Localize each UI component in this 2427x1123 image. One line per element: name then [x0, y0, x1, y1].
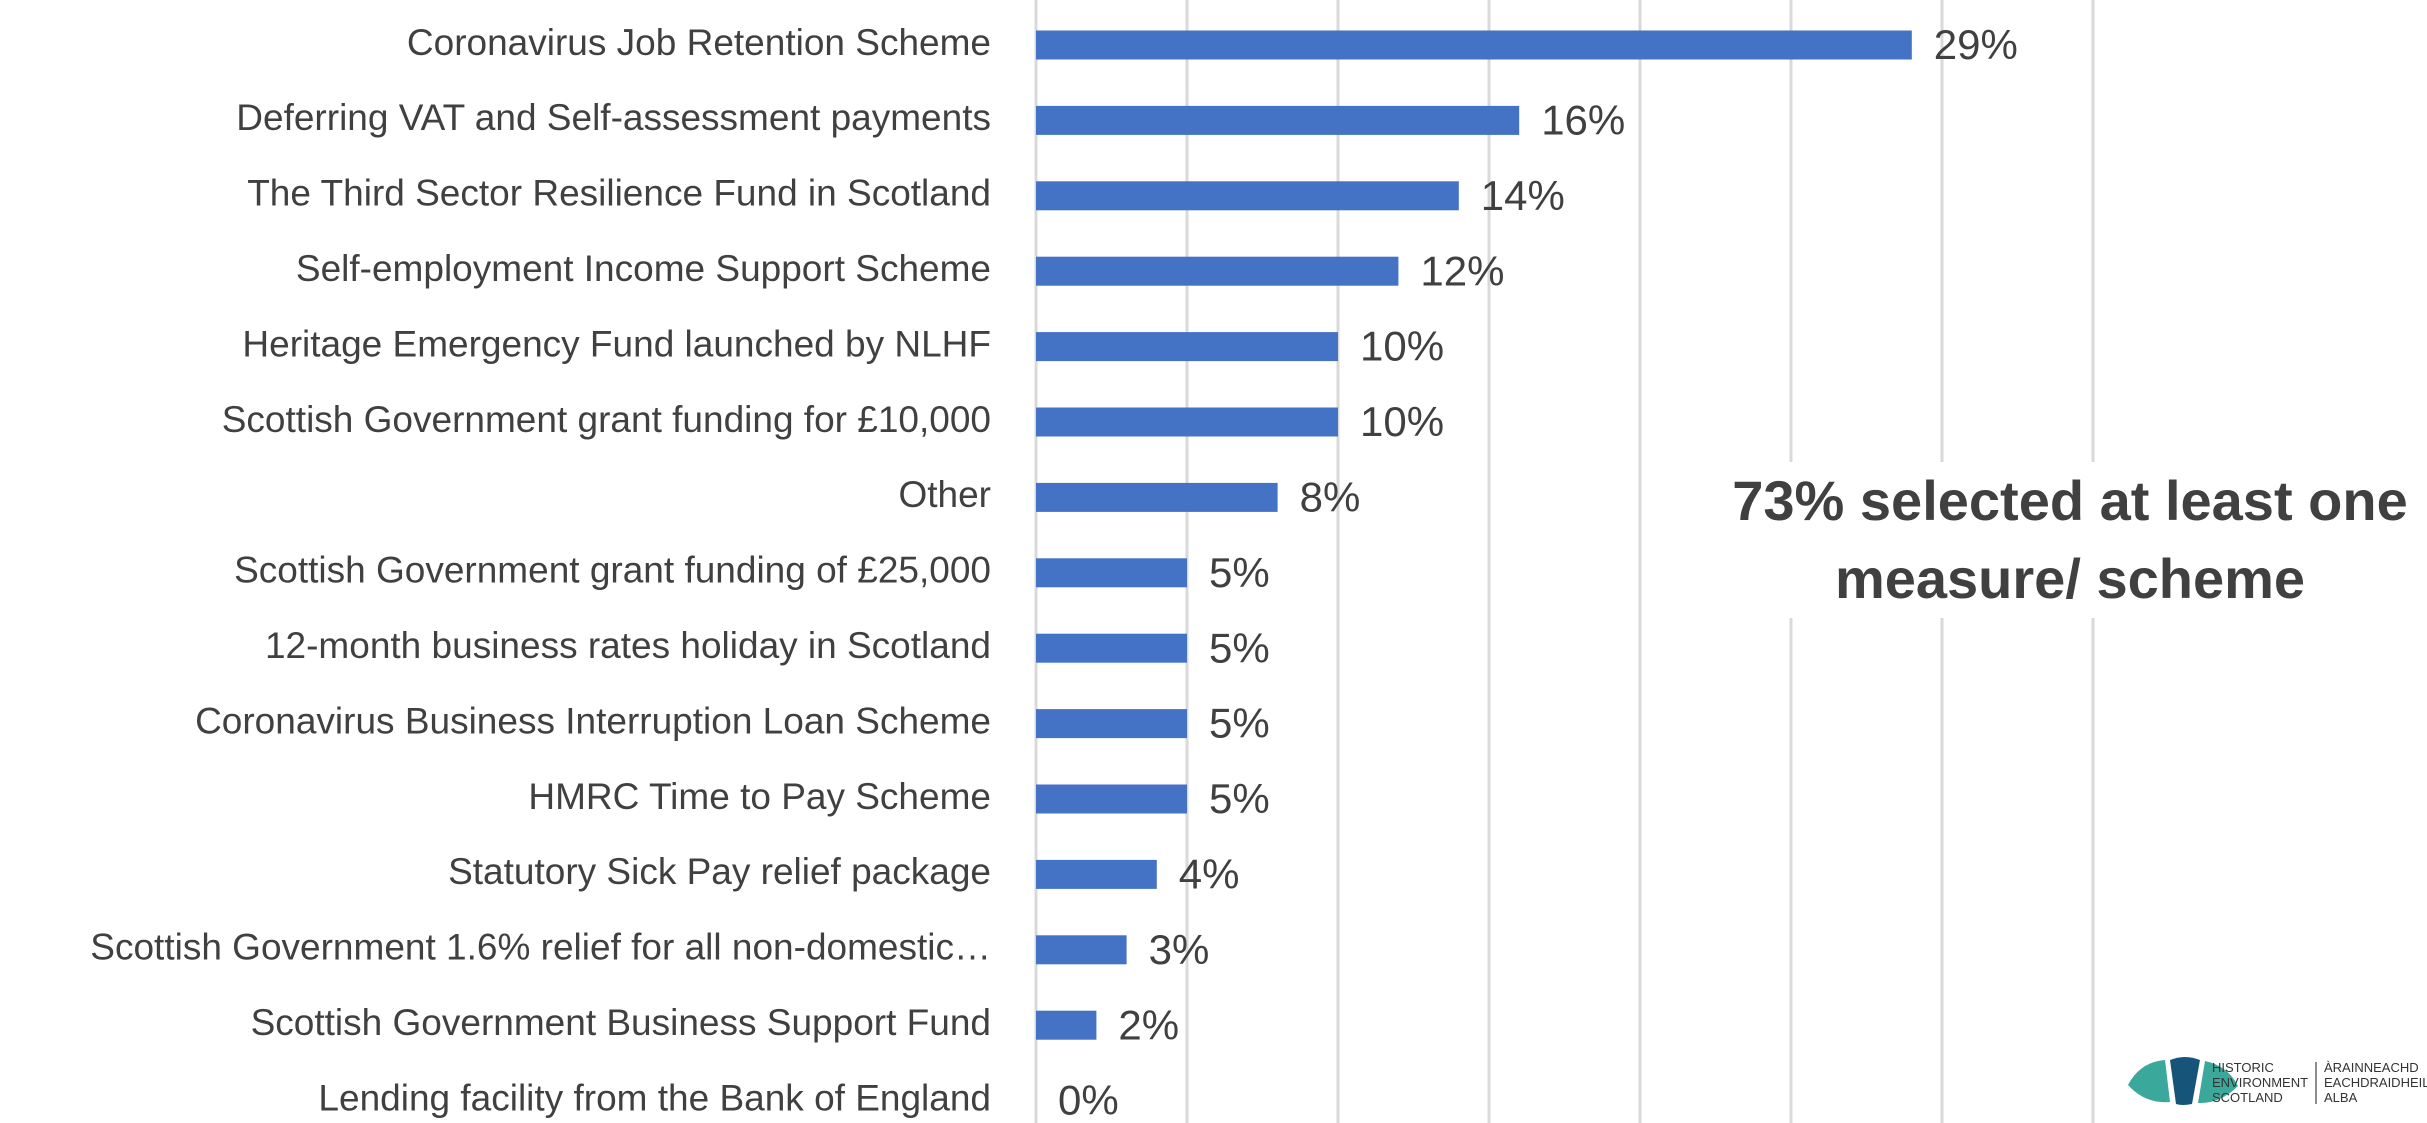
- data-label: 12%: [1420, 247, 1504, 294]
- bar: [1036, 935, 1127, 965]
- y-tick-label: Heritage Emergency Fund launched by NLHF: [242, 323, 991, 364]
- logo-line: EACHDRAIDHEIL: [2324, 1075, 2427, 1090]
- bar: [1036, 256, 1399, 286]
- logo-line: ÀRAINNEACHD: [2324, 1060, 2419, 1075]
- logo: HISTORIC ENVIRONMENT SCOTLAND ÀRAINNEACHD EA…: [2128, 1057, 2427, 1105]
- bar: [1036, 105, 1520, 135]
- logo-text: HISTORIC ENVIRONMENT SCOTLAND: [2212, 1060, 2308, 1105]
- logo-shape: [2198, 1061, 2238, 1104]
- y-tick-label: The Third Sector Resilience Fund in Scot…: [247, 173, 991, 214]
- bar: [1036, 30, 1912, 60]
- y-tick-label: Statutory Sick Pay relief package: [448, 851, 991, 892]
- bar: [1036, 633, 1187, 663]
- y-tick-label: HMRC Time to Pay Scheme: [528, 776, 991, 817]
- data-label: 5%: [1209, 624, 1270, 671]
- data-label: 2%: [1118, 1001, 1179, 1048]
- data-label: 0%: [1058, 1077, 1119, 1123]
- data-label: 8%: [1300, 473, 1361, 520]
- y-tick-label: Self-employment Income Support Scheme: [296, 248, 991, 289]
- plot: Coronavirus Job Retention Scheme 29% Defer…: [90, 0, 2095, 1123]
- data-label: 4%: [1179, 850, 1240, 897]
- bar: [1036, 407, 1338, 437]
- y-tick-label: Scottish Government grant funding of £25…: [234, 550, 991, 591]
- y-tick-label: Lending facility from the Bank of Englan…: [318, 1077, 991, 1118]
- data-label: 5%: [1209, 700, 1270, 747]
- logo-line: ALBA: [2324, 1090, 2358, 1105]
- data-label: 10%: [1360, 323, 1444, 370]
- bar: [1036, 784, 1187, 814]
- bar: [1036, 1010, 1097, 1040]
- bar: [1036, 332, 1338, 362]
- y-tick-label: Scottish Government 1.6% relief for all …: [90, 927, 991, 968]
- annotation: 73% selected at least one measure/ schem…: [1700, 462, 2427, 618]
- data-label: 5%: [1209, 775, 1270, 822]
- logo-text: ÀRAINNEACHD EACHDRAIDHEIL ALBA: [2324, 1060, 2427, 1105]
- logo-shape: [2170, 1057, 2200, 1105]
- bar: [1036, 709, 1187, 739]
- y-tick-label: Scottish Government grant funding for £1…: [222, 399, 991, 440]
- y-tick-label: Scottish Government Business Support Fun…: [251, 1002, 991, 1043]
- logo-shape: [2128, 1060, 2170, 1103]
- y-tick-label: 12-month business rates holiday in Scotl…: [265, 625, 991, 666]
- data-label: 3%: [1149, 926, 1210, 973]
- data-label: 29%: [1934, 21, 2018, 68]
- bar: [1036, 558, 1187, 588]
- bar: [1036, 482, 1278, 512]
- bar: [1036, 859, 1157, 889]
- data-label: 5%: [1209, 549, 1270, 596]
- bar: [1036, 181, 1459, 211]
- logo-line: SCOTLAND: [2212, 1090, 2283, 1105]
- logo-line: HISTORIC: [2212, 1060, 2274, 1075]
- data-label: 14%: [1481, 172, 1565, 219]
- data-label: 10%: [1360, 398, 1444, 445]
- y-tick-label: Coronavirus Job Retention Scheme: [407, 22, 991, 63]
- y-tick-label: Deferring VAT and Self-assessment paymen…: [236, 97, 991, 138]
- data-label: 16%: [1541, 96, 1625, 143]
- y-tick-label: Other: [898, 474, 991, 515]
- y-tick-label: Coronavirus Business Interruption Loan S…: [195, 700, 991, 741]
- logo-line: ENVIRONMENT: [2212, 1075, 2308, 1090]
